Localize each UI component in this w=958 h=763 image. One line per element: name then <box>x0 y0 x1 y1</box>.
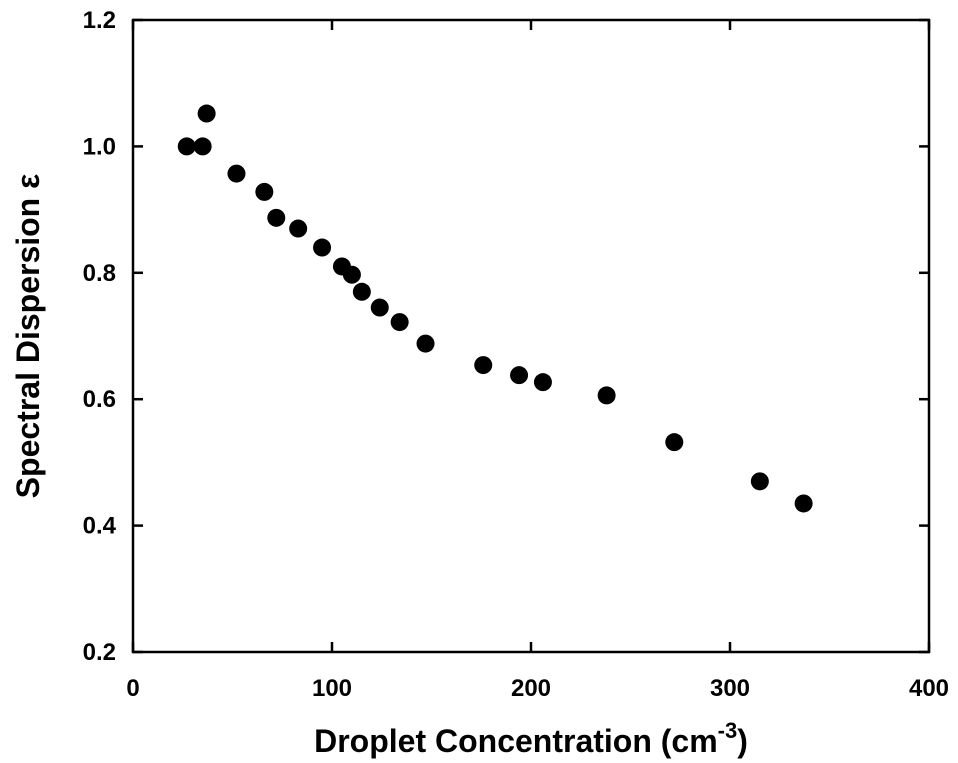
y-tick-label: 1.2 <box>83 7 116 34</box>
axis-tick-labels: 0 100 200 300 400 0.2 0.4 0.6 0.8 1.0 1.2 <box>83 7 949 702</box>
x-tick-label: 0 <box>126 675 139 702</box>
scatter-point <box>289 219 308 238</box>
scatter-point <box>342 265 361 284</box>
scatter-point <box>227 164 246 183</box>
x-tick-label: 200 <box>511 675 551 702</box>
y-axis-label: Spectral Dispersion ε <box>10 174 46 499</box>
y-tick-label: 0.2 <box>83 639 116 666</box>
x-tick-label: 400 <box>909 675 949 702</box>
axis-ticks <box>131 18 931 654</box>
x-tick-label: 300 <box>710 675 750 702</box>
scatter-point <box>390 313 409 332</box>
scatter-point <box>510 366 529 385</box>
scatter-point <box>750 472 769 491</box>
x-axis-label-main: Droplet Concentration (cm <box>314 723 718 759</box>
scatter-point <box>794 494 813 513</box>
scatter-point <box>416 334 435 353</box>
scatter-point <box>197 104 216 123</box>
scatter-point <box>370 298 389 317</box>
x-tick-label: 100 <box>312 675 352 702</box>
scatter-point <box>533 373 552 392</box>
scatter-point <box>313 238 332 257</box>
data-points <box>177 104 813 513</box>
plot-frame <box>131 18 931 654</box>
scatter-point <box>597 386 616 405</box>
scatter-point <box>267 208 286 227</box>
scatter-point <box>255 182 274 201</box>
y-tick-label: 0.8 <box>83 260 116 287</box>
scatter-point <box>177 137 196 156</box>
scatter-point <box>193 137 212 156</box>
scatter-point <box>474 356 493 375</box>
x-axis-label: Droplet Concentration (cm-3) <box>314 718 748 759</box>
y-tick-label: 0.4 <box>83 513 117 540</box>
x-axis-label-superscript: -3 <box>718 718 738 743</box>
scatter-point <box>352 282 371 301</box>
y-tick-label: 0.6 <box>83 386 116 413</box>
x-axis-label-end: ) <box>737 723 748 759</box>
scatter-point <box>665 433 684 452</box>
y-tick-label: 1.0 <box>83 133 116 160</box>
